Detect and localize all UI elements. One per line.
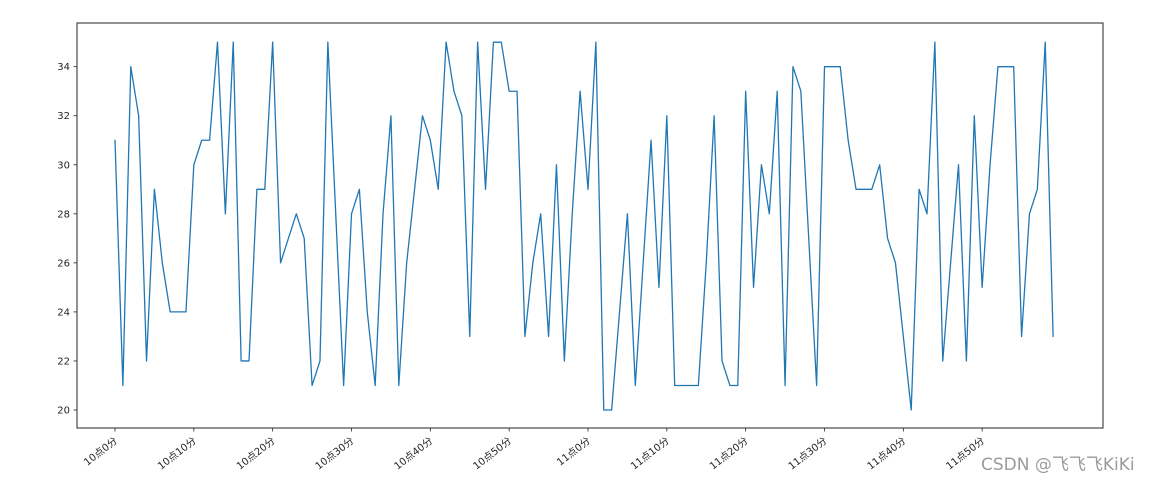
plot-border [76, 22, 1104, 429]
watermark-text: CSDN @飞飞飞KiKi [981, 455, 1135, 475]
x-tick-label: 11点40分 [865, 435, 908, 472]
y-tick-label: 26 [57, 258, 70, 269]
x-tick-label: 10点20分 [234, 435, 277, 472]
x-tick-label: 10点40分 [392, 435, 435, 472]
x-tick-label: 11点10分 [628, 435, 671, 472]
line-series [114, 41, 1054, 411]
x-tick-label: 11点0分 [555, 435, 593, 469]
x-tick-label: 11点20分 [707, 435, 750, 472]
y-tick-label: 20 [57, 406, 70, 417]
y-tick-label: 32 [57, 111, 70, 122]
x-tick-label: 10点30分 [313, 435, 356, 472]
y-tick-label: 24 [57, 307, 70, 318]
x-tick-label: 10点10分 [155, 435, 198, 472]
y-tick-label: 34 [57, 62, 70, 73]
x-tick-label: 10点0分 [82, 435, 120, 469]
y-tick-label: 30 [57, 160, 70, 171]
series-layer [114, 41, 1054, 411]
x-tick-label: 10点50分 [471, 435, 514, 472]
y-tick-label: 28 [57, 209, 70, 220]
x-tick-label: 11点30分 [786, 435, 829, 472]
y-tick-label: 22 [57, 356, 70, 367]
